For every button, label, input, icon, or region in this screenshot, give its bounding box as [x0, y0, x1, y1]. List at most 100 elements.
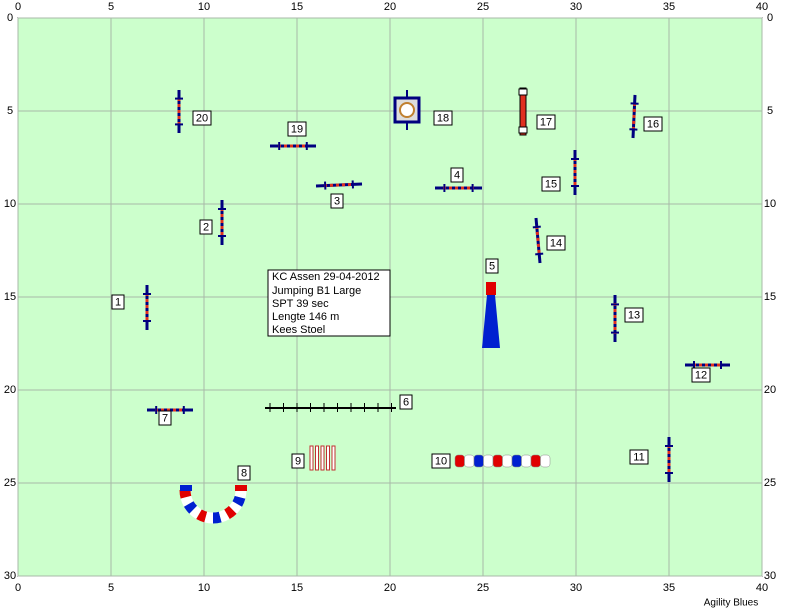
- x-tick-label: 35: [663, 582, 675, 594]
- x-tick-label: 20: [384, 582, 396, 594]
- x-tick-label: 10: [198, 582, 210, 594]
- x-tick-label: 5: [108, 582, 114, 594]
- obstacle-label: 16: [647, 118, 659, 130]
- tunnel-segment: [179, 489, 192, 499]
- obstacle-label-box: [199, 219, 213, 235]
- obstacle-label-box: [330, 193, 344, 209]
- tunnel-segment: [196, 509, 208, 523]
- obstacle-label: 11: [633, 451, 644, 463]
- tunnel-segment: [511, 454, 522, 468]
- obstacle-label: 1: [115, 296, 121, 308]
- obstacle-label-box: [691, 367, 711, 383]
- obstacle-label: 15: [545, 178, 557, 190]
- obstacle-label-box: [431, 453, 451, 469]
- obstacle-label: 4: [454, 169, 460, 181]
- obstacle-label: 14: [550, 237, 562, 249]
- obstacle-label-box: [433, 110, 453, 126]
- x-tick-label: 40: [756, 582, 768, 594]
- y-tick-label: 30: [764, 570, 776, 582]
- obstacle-label: 9: [295, 455, 301, 467]
- obstacle-label-box: [629, 449, 649, 465]
- x-tick-label: 25: [477, 582, 489, 594]
- obstacle-label-box: [399, 394, 413, 410]
- obstacle-label: 6: [403, 396, 409, 408]
- tunnel-end: [180, 485, 192, 491]
- y-tick-label: 10: [764, 198, 776, 210]
- tunnel-segment: [218, 509, 230, 523]
- x-tick-label: 15: [291, 1, 303, 13]
- obstacle-label: 7: [162, 412, 168, 424]
- obstacle-label: 8: [241, 467, 247, 479]
- long-jump-plank: [309, 445, 314, 471]
- long-jump-plank: [331, 445, 336, 471]
- wall-cap: [518, 126, 528, 134]
- tunnel-segment: [212, 511, 222, 524]
- tunnel-end: [235, 485, 247, 491]
- y-tick-label: 0: [7, 12, 13, 24]
- jump-wing: [532, 225, 541, 229]
- long-jump-plank: [320, 445, 325, 471]
- jump-wing: [535, 252, 544, 256]
- obstacle-label-box: [546, 235, 566, 251]
- footer: Agility Blues: [704, 598, 758, 609]
- tunnel-segment: [502, 454, 513, 468]
- obstacle-label-box: [158, 410, 172, 426]
- jump-bar: [631, 102, 637, 131]
- info-line: Kees Stoel: [272, 324, 325, 336]
- x-tick-label: 20: [384, 1, 396, 13]
- obstacle-label: 18: [437, 112, 449, 124]
- tunnel-segment: [180, 495, 194, 507]
- obstacles: [143, 87, 730, 524]
- obstacle-label: 19: [291, 123, 303, 135]
- y-tick-label: 5: [7, 105, 13, 117]
- obstacle-label-box: [643, 116, 663, 132]
- tunnel-segment: [483, 454, 494, 468]
- obstacle-label: 12: [695, 369, 707, 381]
- obstacle-label: 5: [489, 260, 495, 272]
- tunnel-segment: [232, 495, 246, 507]
- obstacle-label: 3: [334, 195, 340, 207]
- obstacle-label: 2: [203, 221, 209, 233]
- tunnel-segment: [521, 454, 532, 468]
- obstacle-label: 10: [435, 455, 447, 467]
- obstacle-label-box: [485, 258, 499, 274]
- tunnel-segment: [224, 505, 237, 520]
- y-tick-label: 15: [4, 291, 16, 303]
- x-tick-label: 5: [108, 1, 114, 13]
- long-jump-plank: [326, 445, 330, 471]
- obstacle-label-box: [287, 121, 307, 137]
- info-box: [267, 269, 391, 337]
- y-tick-label: 20: [764, 384, 776, 396]
- obstacle-label: 20: [196, 112, 208, 124]
- y-tick-label: 10: [4, 198, 16, 210]
- y-tick-label: 20: [4, 384, 16, 396]
- tunnel-segment: [473, 454, 484, 468]
- obstacle-label-box: [237, 465, 251, 481]
- grid: [17, 17, 763, 577]
- tunnel-segment: [530, 454, 541, 468]
- wall: [519, 87, 527, 136]
- x-tick-label: 0: [15, 582, 21, 594]
- y-tick-label: 25: [4, 477, 16, 489]
- info-line: SPT 39 sec: [272, 298, 329, 310]
- obstacle-label-box: [291, 453, 305, 469]
- jump-base: [315, 182, 363, 188]
- obstacle-label-box: [624, 307, 644, 323]
- x-tick-label: 35: [663, 1, 675, 13]
- y-tick-label: 0: [767, 12, 773, 24]
- x-tick-label: 0: [15, 1, 21, 13]
- y-tick-label: 5: [767, 105, 773, 117]
- info-line: Jumping B1 Large: [272, 285, 361, 297]
- obstacle-label-box: [111, 294, 125, 310]
- x-tick-label: 30: [570, 582, 582, 594]
- tire: [399, 102, 415, 118]
- tunnel-segment: [464, 454, 475, 468]
- tunnel-segment: [189, 505, 202, 520]
- chute: [482, 295, 500, 348]
- tunnel-segment: [228, 501, 243, 514]
- info-line: Lengte 146 m: [272, 311, 339, 323]
- obstacle-label: 17: [540, 116, 552, 128]
- obstacle-label-box: [541, 176, 561, 192]
